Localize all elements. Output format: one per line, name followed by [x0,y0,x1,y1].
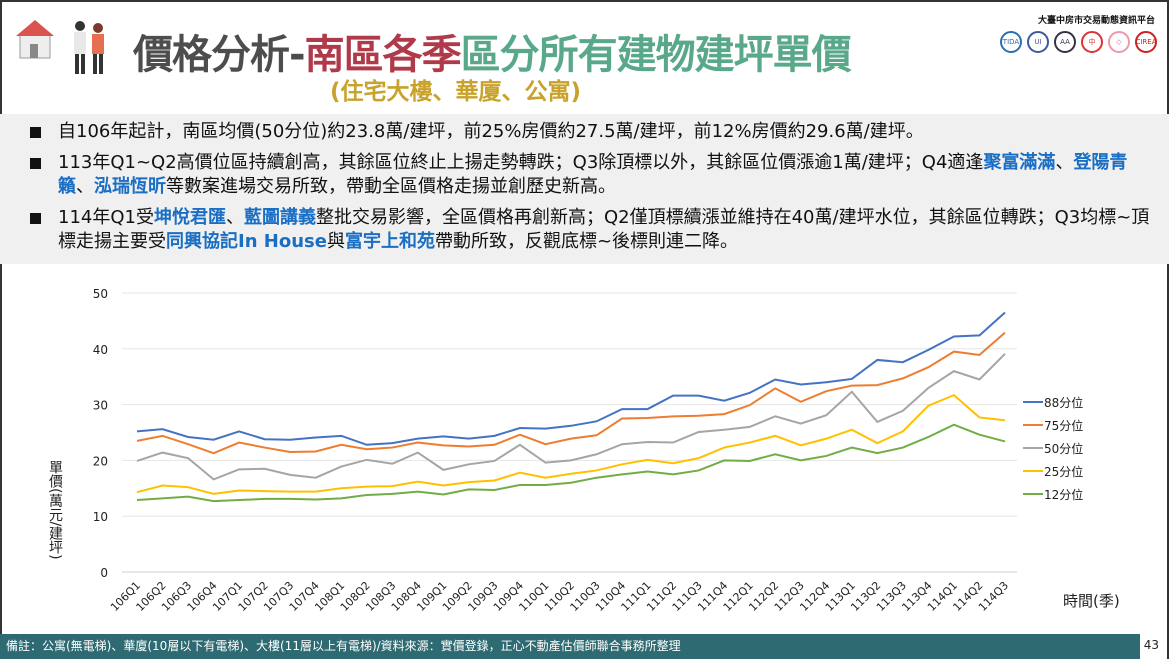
bullet-item: 114年Q1受坤悅君匯、藍圖講義整批交易影響，全區價格再創新高；Q2僅頂標續漲並… [30,206,1150,254]
bullet-text: 、 [1055,152,1074,173]
bullet-text: 114年Q1受 [58,207,154,228]
y-tick-label: 50 [93,287,108,301]
bullet-text: 、 [76,176,94,197]
project-name-highlight: 登陽青籟 [58,152,1128,197]
cirea-logo-icon: CIREA [1135,31,1157,53]
price-line-chart: 01020304050106Q1106Q2106Q3106Q4107Q1107Q… [47,287,1120,614]
y-tick-label: 40 [93,343,108,357]
y-axis-label: 單價(萬元/建坪) [47,460,63,560]
bullet-text: 等數案進場交易所致，帶動全區價格走揚並創歷史新高。 [166,176,616,197]
series-line-88分位 [136,311,1006,446]
title-region: 南區各季 [304,32,462,78]
page-title: 價格分析-南區各季區分所有建物建坪單價 [133,22,852,80]
bullet-text: 自106年起計，南區均價(50分位)約23.8萬/建坪，前25%房價約27.5萬… [58,121,924,142]
page-subtitle: (住宅大樓、華廈、公寓) [330,79,582,105]
bullet-text: 113年Q1~Q2高價位區持續創高，其餘區位終止上揚走勢轉跌；Q3除頂標以外，其… [58,152,984,173]
page-number: 43 [1143,638,1159,652]
series-line-12分位 [136,423,1006,503]
bullet-text: 與 [326,231,345,252]
y-tick-label: 0 [100,566,108,580]
legend-label: 75分位 [1044,418,1083,433]
summary-bullets: 自106年起計，南區均價(50分位)約23.8萬/建坪，前25%房價約27.5萬… [0,114,1169,264]
house-people-illustration [16,20,104,74]
project-name-highlight: 富宇上和苑 [344,231,435,252]
title-topic: 區分所有建物建坪單價 [460,32,852,78]
org-name: 大臺中房市交易動態資訊平台 [1037,16,1155,26]
diamond-logo-icon: ◇ [1108,31,1130,53]
partner-logos: TIDA UI AA 中 ◇ CIREA [1000,31,1157,53]
y-tick-label: 30 [93,399,108,413]
association-logo-icon: UI [1027,31,1049,53]
series-line-75分位 [136,331,1006,455]
project-name-highlight: 聚富滿滿 [983,152,1056,173]
title-prefix: 價格分析- [133,32,306,78]
tida-logo-icon: TIDA [1000,31,1022,53]
legend-label: 88分位 [1044,395,1083,410]
y-tick-label: 20 [93,454,108,468]
y-tick-label: 10 [93,510,108,524]
project-name-highlight: 泓瑞恆昕 [94,176,166,197]
project-name-highlight: 同興協記In House [166,231,327,252]
bullet-text: 帶動所致，反觀底標~後標則連二降。 [434,231,739,252]
legend-label: 25分位 [1044,464,1083,479]
building-logo-icon: AA [1054,31,1076,53]
project-name-highlight: 坤悅君匯 [153,207,226,228]
bullet-item: 113年Q1~Q2高價位區持續創高，其餘區位終止上揚走勢轉跌；Q3除頂標以外，其… [30,151,1150,199]
x-axis-label: 時間(季) [1063,592,1120,610]
zhong-logo-icon: 中 [1081,31,1103,53]
bullet-text: 、 [225,207,244,228]
legend-label: 12分位 [1044,487,1083,502]
footer-note: 備註：公寓(無電梯)、華廈(10層以下有電梯)、大樓(11層以上有電梯)/資料來… [0,634,1140,659]
legend-label: 50分位 [1044,441,1083,456]
series-line-25分位 [136,393,1006,495]
bullet-item: 自106年起計，南區均價(50分位)約23.8萬/建坪，前25%房價約27.5萬… [30,120,1150,144]
project-name-highlight: 藍圖講義 [243,207,316,228]
bullet-text: 整批交易影響，全區價格再創新高；Q2僅頂標續漲並維持在40萬/建坪水位，其餘區位… [58,207,1150,252]
